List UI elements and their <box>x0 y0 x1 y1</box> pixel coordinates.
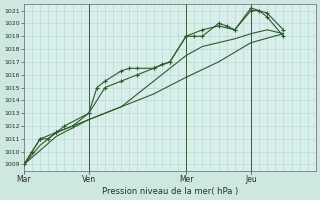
X-axis label: Pression niveau de la mer( hPa ): Pression niveau de la mer( hPa ) <box>102 187 238 196</box>
